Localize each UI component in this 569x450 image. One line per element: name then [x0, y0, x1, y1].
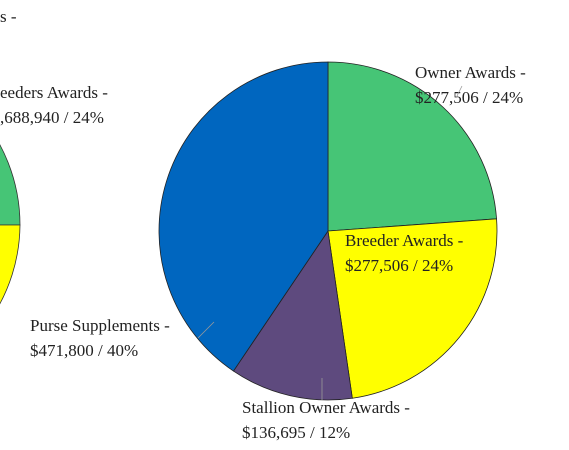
slice-value-label: $277,506 / 24%: [415, 88, 523, 107]
cropped-label: s -: [0, 7, 17, 26]
leader-line: [197, 321, 215, 339]
slice-value-label: $136,695 / 12%: [242, 423, 350, 442]
cropped-label: eeders Awards -: [0, 83, 108, 102]
slice-label: Owner Awards -: [415, 63, 526, 82]
pie-slice: [327, 61, 497, 232]
slice-value-label: $277,506 / 24%: [345, 256, 453, 275]
pie-slice: [327, 218, 498, 399]
slice-label: Breeder Awards -: [345, 231, 464, 250]
cropped-slice: [0, 144, 21, 226]
slice-label: Purse Supplements -: [30, 316, 170, 335]
slice-value-label: $471,800 / 40%: [30, 341, 138, 360]
pie-slice: [232, 229, 353, 401]
slice-label: Stallion Owner Awards -: [242, 398, 410, 417]
leader-line: [455, 85, 463, 99]
pie-slice: [158, 61, 329, 372]
cropped-slice: [0, 224, 21, 305]
cropped-pie: [0, 144, 21, 305]
cropped-label: ,688,940 / 24%: [0, 108, 104, 127]
